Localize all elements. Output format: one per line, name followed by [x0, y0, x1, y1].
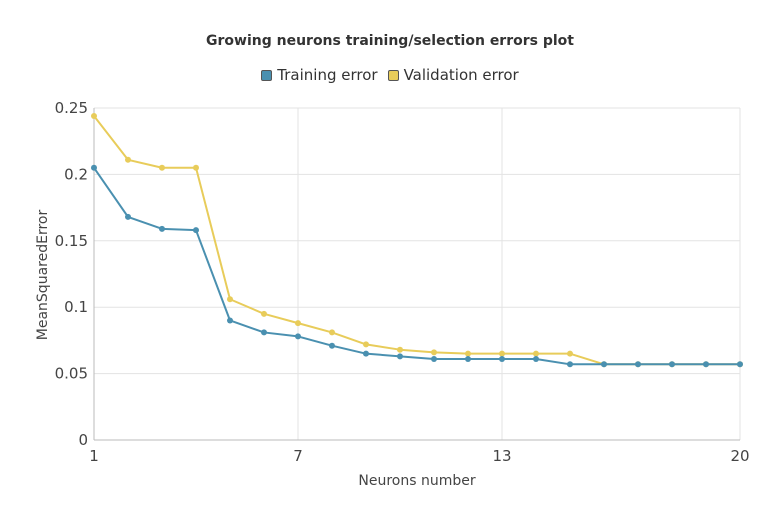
data-point-validation	[533, 350, 539, 357]
data-point-training	[295, 333, 301, 340]
data-point-validation	[227, 296, 233, 303]
data-point-validation	[363, 341, 369, 348]
legend-item-training[interactable]: Training error	[261, 66, 378, 84]
x-tick-label: 1	[89, 447, 99, 465]
x-tick-label: 20	[730, 447, 749, 465]
data-point-training	[227, 317, 233, 324]
data-point-training	[125, 213, 131, 220]
data-point-validation	[261, 310, 267, 317]
data-point-validation	[397, 346, 403, 353]
data-point-training	[533, 355, 539, 362]
data-point-training	[193, 227, 199, 234]
data-point-training	[261, 329, 267, 336]
x-axis-title: Neurons number	[358, 473, 475, 489]
data-point-training	[431, 355, 437, 362]
data-point-training	[601, 361, 607, 368]
legend-label-training: Training error	[277, 66, 378, 84]
data-point-validation	[431, 349, 437, 356]
data-point-training	[397, 353, 403, 360]
legend-label-validation: Validation error	[403, 66, 519, 84]
data-point-training	[567, 361, 573, 368]
legend-item-validation[interactable]: Validation error	[387, 66, 519, 84]
y-tick-label: 0.1	[64, 298, 88, 316]
data-point-validation	[567, 350, 573, 357]
data-point-training	[363, 350, 369, 357]
data-point-validation	[499, 350, 505, 357]
data-point-training	[669, 361, 675, 368]
data-point-training	[465, 355, 471, 362]
y-tick-label: 0.15	[55, 232, 88, 250]
grid	[94, 107, 741, 440]
tick-labels: 0 0.05 0.1 0.15 0.2 0.25 1 7 13 20	[55, 99, 750, 465]
data-point-training	[635, 361, 641, 368]
y-tick-label: 0	[78, 431, 88, 449]
series-line-validation	[93, 115, 740, 366]
x-tick-label: 7	[293, 447, 303, 465]
legend: Training error Validation error	[0, 66, 780, 84]
data-point-validation	[193, 164, 199, 171]
series-line-training	[93, 167, 740, 366]
y-tick-label: 0.05	[55, 365, 88, 383]
data-point-training	[703, 361, 709, 368]
series-lines	[91, 112, 743, 368]
data-point-training	[737, 361, 743, 368]
data-point-training	[91, 164, 97, 171]
data-point-training	[329, 342, 335, 349]
legend-swatch-validation	[387, 69, 399, 81]
data-point-validation	[329, 329, 335, 336]
data-point-validation	[125, 156, 131, 163]
data-point-validation	[295, 320, 301, 327]
y-tick-label: 0.25	[55, 99, 88, 117]
x-tick-label: 13	[492, 447, 511, 465]
axes	[93, 108, 740, 441]
y-tick-label: 0.2	[64, 165, 88, 183]
data-point-training	[499, 355, 505, 362]
y-axis-title: MeanSquaredError	[35, 210, 51, 341]
data-point-validation	[465, 350, 471, 357]
data-point-validation	[159, 164, 165, 171]
data-point-training	[159, 225, 165, 232]
data-point-validation	[91, 112, 97, 119]
chart-title: Growing neurons training/selection error…	[206, 33, 574, 49]
legend-swatch-training	[261, 69, 273, 81]
